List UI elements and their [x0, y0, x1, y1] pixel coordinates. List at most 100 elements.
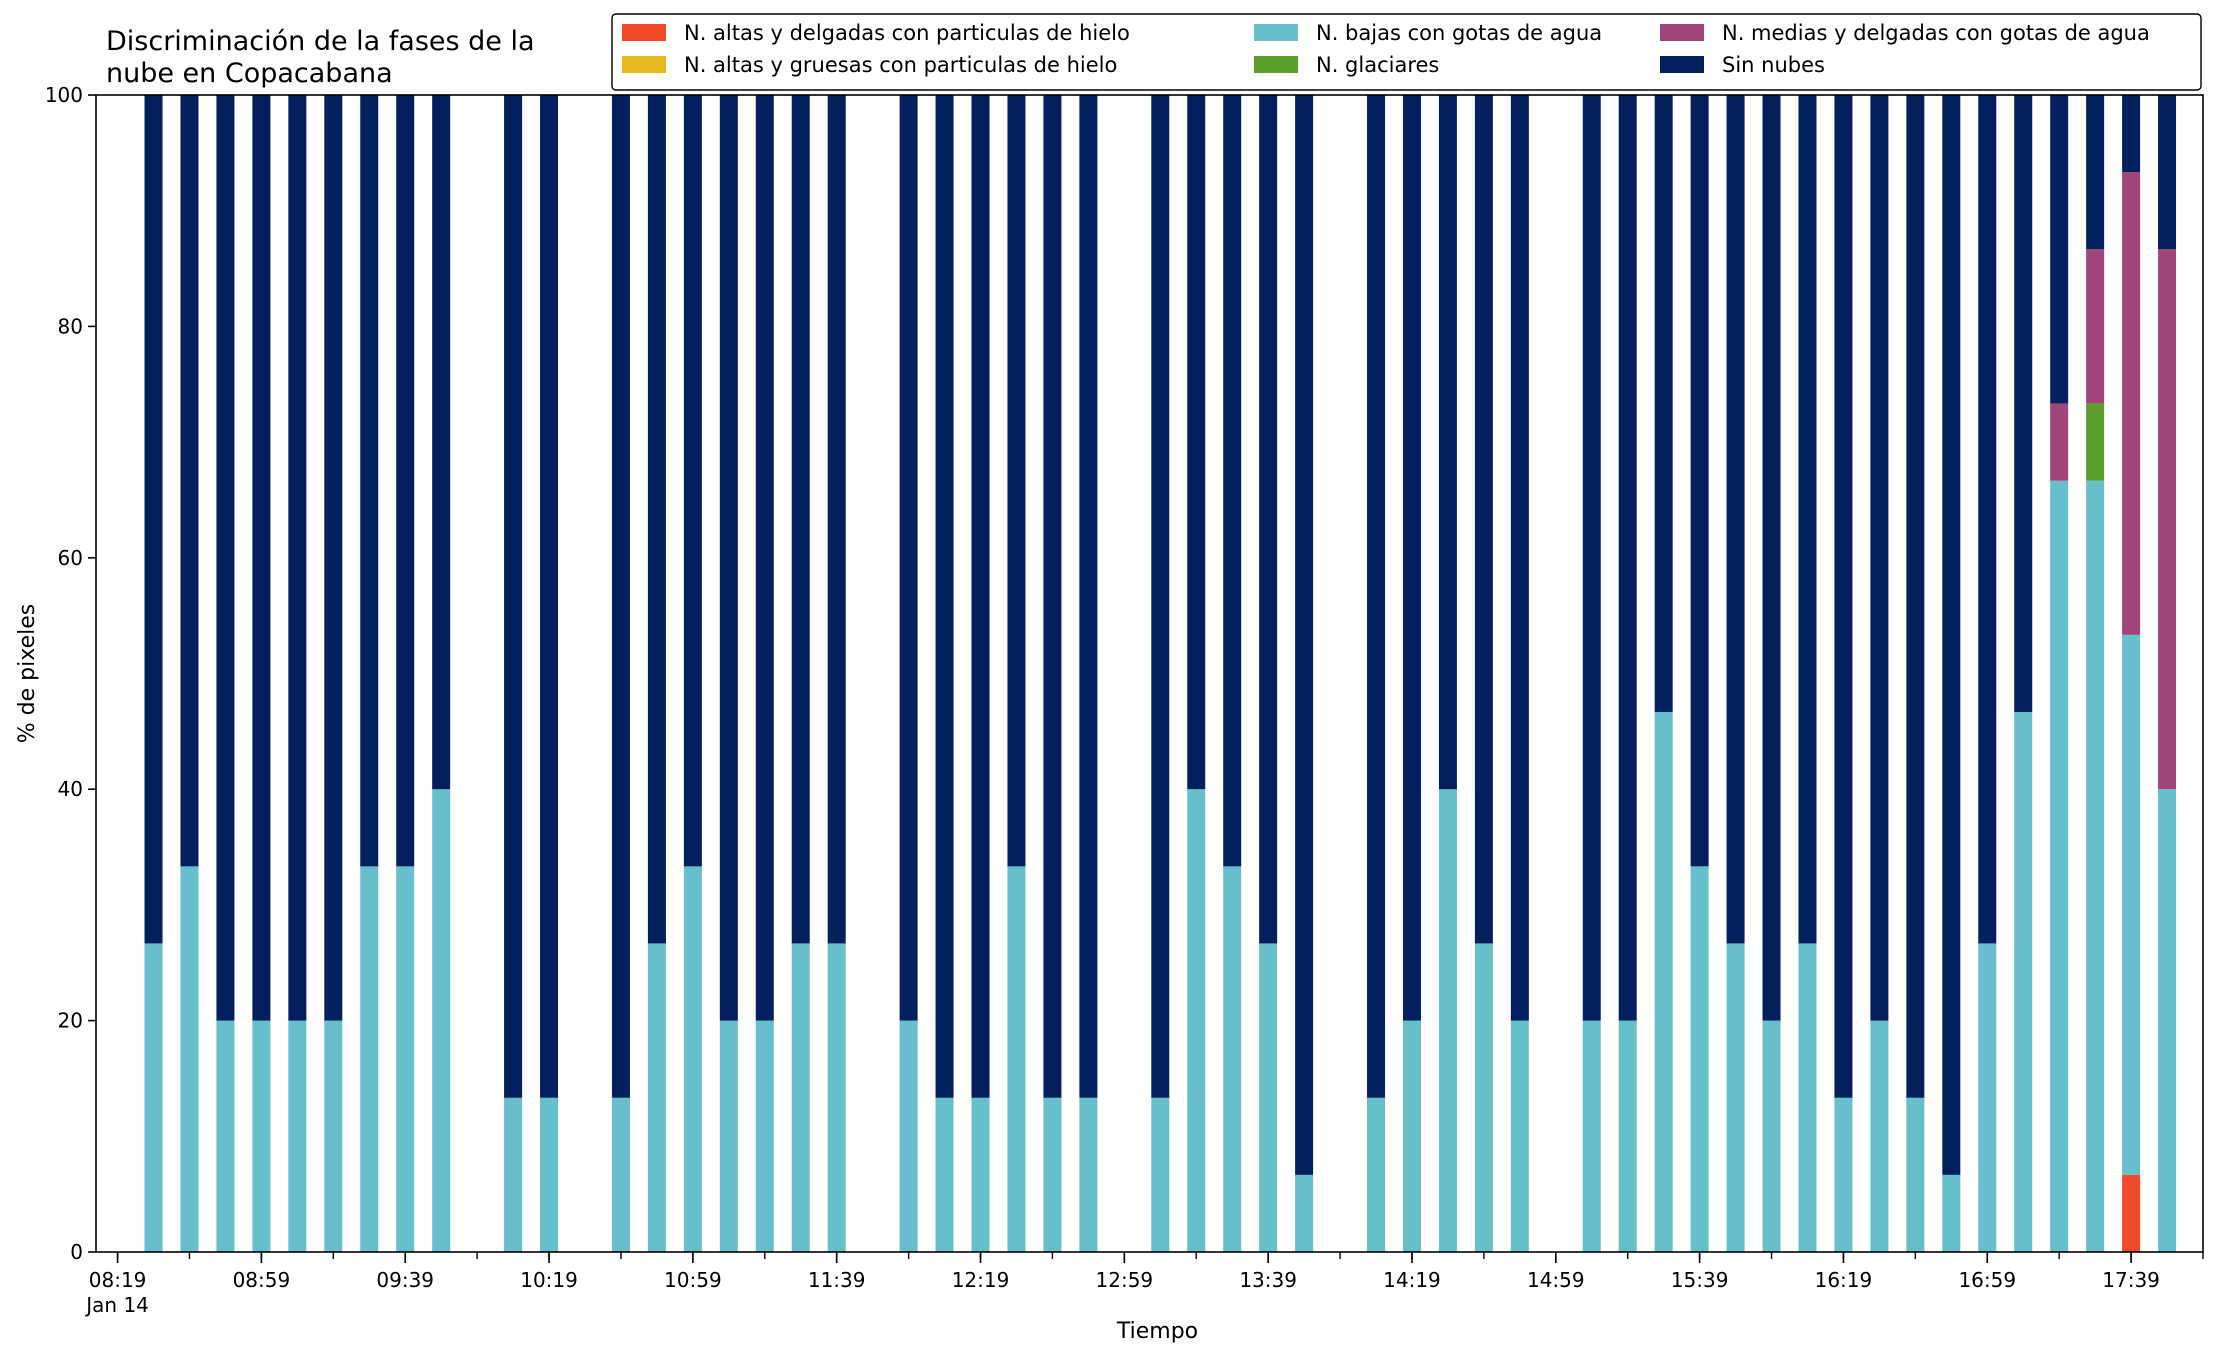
bar-segment — [1690, 866, 1709, 1252]
bar-segment — [2086, 95, 2105, 250]
bar-segment — [1618, 95, 1637, 1021]
axes-frame — [95, 94, 2204, 1253]
bar-segment — [2158, 95, 2177, 250]
bar-segment — [216, 1020, 235, 1252]
bar-segment — [1223, 95, 1242, 867]
bar-segment — [791, 95, 810, 944]
bar-segment — [1582, 1020, 1601, 1252]
bar-segment — [971, 1097, 990, 1252]
bar-segment — [1582, 95, 1601, 1021]
bar-segment — [1367, 95, 1386, 1098]
bar-segment — [2122, 172, 2141, 635]
bar-segment — [827, 943, 846, 1252]
legend-swatch — [622, 56, 666, 73]
bar-segment — [1510, 95, 1529, 1021]
legend-label: N. altas y delgadas con particulas de hi… — [684, 21, 1130, 45]
legend-swatch — [1660, 56, 1704, 73]
bar-segment — [1870, 1020, 1889, 1252]
bar-segment — [252, 95, 271, 1021]
bar-segment — [1726, 95, 1745, 944]
x-tick-label: 14:59 — [1527, 1268, 1585, 1292]
bar-segment — [1474, 943, 1493, 1252]
legend-label: Sin nubes — [1722, 53, 1825, 77]
bar-segment — [1187, 789, 1206, 1252]
bar-segment — [504, 1097, 523, 1252]
legend: N. altas y delgadas con particulas de hi… — [611, 13, 2202, 91]
bar-segment — [396, 866, 415, 1252]
x-date-label: Jan 14 — [84, 1293, 149, 1317]
bar-segment — [1259, 943, 1278, 1252]
bar-segment — [899, 95, 918, 1021]
bar-segment — [324, 1020, 343, 1252]
bar-segment — [1690, 95, 1709, 867]
bar-segment — [791, 943, 810, 1252]
bar-segment — [1726, 943, 1745, 1252]
bar-segment — [683, 95, 702, 867]
x-tick-label: 17:39 — [2102, 1268, 2160, 1292]
legend-label: N. medias y delgadas con gotas de agua — [1722, 21, 2150, 45]
bar-segment — [1942, 95, 1961, 1175]
bar-segment — [1978, 943, 1997, 1252]
legend-swatch — [1254, 56, 1298, 73]
bar-segment — [1223, 866, 1242, 1252]
bar-segment — [2122, 1174, 2141, 1252]
bar-segment — [1043, 1097, 1062, 1252]
bar-segment — [360, 866, 379, 1252]
bar-segment — [1474, 95, 1493, 944]
x-tick-label: 11:39 — [808, 1268, 866, 1292]
legend-swatch — [1254, 24, 1298, 41]
bar-segment — [647, 95, 666, 944]
x-axis-label: Tiempo — [1116, 1319, 1198, 1344]
bar-segment — [540, 1097, 559, 1252]
bar-segment — [1007, 95, 1026, 867]
bar-segment — [2050, 480, 2069, 1252]
bar-segment — [755, 95, 774, 1021]
x-tick-label: 08:59 — [233, 1268, 291, 1292]
bar-segment — [1295, 95, 1314, 1175]
x-tick-label: 15:39 — [1671, 1268, 1729, 1292]
bar-segment — [288, 1020, 307, 1252]
y-axis-label: % de pixeles — [15, 604, 40, 743]
bar-segment — [683, 866, 702, 1252]
bar-segment — [1834, 1097, 1853, 1252]
bar-segment — [180, 95, 199, 867]
bars-layer — [144, 94, 2177, 1252]
bar-segment — [647, 943, 666, 1252]
bar-segment — [1762, 95, 1781, 1021]
bar-segment — [1906, 1097, 1925, 1252]
bar-segment — [1079, 95, 1098, 1098]
bar-segment — [1762, 1020, 1781, 1252]
bar-segment — [2122, 634, 2141, 1175]
bar-segment — [1259, 95, 1278, 944]
legend-label: N. glaciares — [1316, 53, 1439, 77]
bar-segment — [935, 1097, 954, 1252]
y-tick-label: 60 — [58, 546, 83, 570]
x-tick-label: 10:59 — [664, 1268, 722, 1292]
bar-segment — [1618, 1020, 1637, 1252]
bar-segment — [827, 95, 846, 944]
x-tick-label: 10:19 — [520, 1268, 578, 1292]
bar-segment — [1402, 1020, 1421, 1252]
bar-segment — [1295, 1174, 1314, 1252]
bar-segment — [2158, 249, 2177, 790]
x-tick-label: 12:19 — [952, 1268, 1010, 1292]
bar-segment — [324, 95, 343, 1021]
bar-segment — [1438, 789, 1457, 1252]
bar-segment — [396, 95, 415, 867]
bar-segment — [288, 95, 307, 1021]
bar-segment — [144, 943, 163, 1252]
bar-segment — [252, 1020, 271, 1252]
y-tick-label: 80 — [58, 314, 83, 338]
bar-segment — [1367, 1097, 1386, 1252]
bar-segment — [2158, 789, 2177, 1252]
bar-segment — [2086, 249, 2105, 404]
bar-segment — [504, 95, 523, 1098]
bar-segment — [432, 95, 451, 790]
y-tick-label: 40 — [58, 777, 83, 801]
bar-segment — [540, 95, 559, 1098]
bar-segment — [1007, 866, 1026, 1252]
y-tick-label: 100 — [45, 83, 83, 107]
